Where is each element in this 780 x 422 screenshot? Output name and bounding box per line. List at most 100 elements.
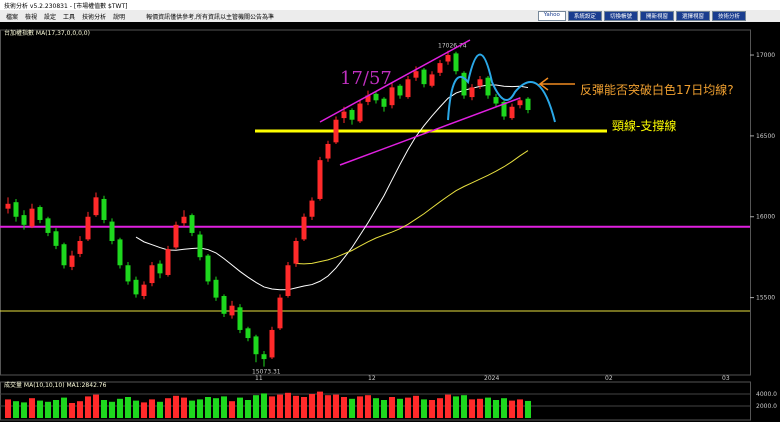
toolbar-button[interactable]: Yahoo [537, 11, 566, 21]
candle-body [317, 160, 323, 199]
channel-line [339, 97, 521, 166]
candle-body [133, 279, 139, 295]
annotation: 17/57 [340, 68, 392, 89]
volume-bar [293, 395, 299, 418]
candle-body [93, 197, 99, 216]
candle-body [53, 231, 59, 246]
toolbar-button[interactable]: 切換帳號 [603, 11, 638, 21]
candle-body [245, 328, 251, 339]
volume-bar [341, 397, 347, 418]
toolbar-button[interactable]: 選擇視窗 [675, 11, 710, 21]
candle-body [229, 305, 235, 316]
volume-bar [141, 402, 147, 418]
volume-bar [61, 397, 67, 418]
high-label: 17026.74 [438, 43, 467, 50]
volume-bar [277, 394, 283, 418]
annotation: 反彈能否突破白色17日均線? [580, 82, 734, 97]
candle-body [373, 93, 379, 101]
y-tick-label: 16000 [756, 214, 775, 221]
volume-bar [501, 398, 507, 418]
candle-body [509, 106, 515, 119]
candle-body [445, 55, 451, 62]
volume-bar [93, 394, 99, 418]
channel-line [319, 39, 471, 123]
menu-item[interactable]: 檔案 [6, 13, 19, 21]
volume-bar [389, 397, 395, 418]
candle-body [85, 216, 91, 240]
volume-bar [413, 395, 419, 418]
volume-bar [5, 399, 11, 418]
candle-body [77, 241, 83, 254]
toolbar-button[interactable]: 系統設定 [567, 11, 602, 21]
toolbar-button[interactable]: 開新視窗 [639, 11, 674, 21]
menu-item[interactable]: 工具 [63, 13, 76, 21]
volume-bar [189, 400, 195, 418]
volume-header: 成交量 MA(10,10,10) MA1:2842.76 [4, 381, 107, 389]
volume-bar [421, 399, 427, 418]
menu-item[interactable]: 技術分析 [82, 13, 107, 21]
arrow [537, 77, 575, 91]
volume-bar [21, 402, 27, 418]
toolbar-button[interactable]: 技術分析 [711, 11, 746, 21]
volume-bar [133, 400, 139, 418]
volume-bar [309, 394, 315, 418]
candle-body [293, 241, 299, 264]
candle-body [213, 279, 219, 298]
volume-bar [181, 397, 187, 418]
candle-body [261, 354, 267, 360]
x-tick-label: 11 [255, 375, 263, 382]
chart-header: 台加權指數 MA(17,37,0,0,0,0) [4, 29, 90, 37]
candle-body [13, 202, 19, 217]
candle-body [117, 239, 123, 266]
volume-bar [229, 401, 235, 418]
volume-bar [13, 401, 19, 418]
volume-bar [253, 395, 259, 418]
toolbar: Yahoo 系統設定 切換帳號 開新視窗 選擇視窗 技術分析 [537, 11, 780, 21]
volume-bar [349, 398, 355, 418]
volume-bar [357, 396, 363, 418]
candle-body [285, 265, 291, 296]
low-label: 15073.31 [252, 369, 281, 376]
volume-bar [77, 401, 83, 418]
x-tick-label: 03 [722, 375, 730, 382]
candle-body [5, 203, 11, 209]
volume-bar [525, 400, 531, 418]
candle-body [309, 200, 315, 217]
candle-body [461, 72, 467, 96]
volume-bar [325, 395, 331, 418]
volume-bar [445, 394, 451, 418]
volume-bar [381, 400, 387, 418]
menu-item[interactable]: 說明 [113, 13, 126, 21]
title-bar: 技術分析 v5.2.230831 - [市場權值數 $TWT] [0, 0, 780, 10]
volume-bar [509, 400, 515, 418]
candle-body [237, 307, 243, 330]
candle-body [277, 297, 283, 329]
x-tick-label: 02 [605, 375, 613, 382]
candle-body [389, 87, 395, 106]
volume-bar [285, 392, 291, 418]
volume-bar [261, 393, 267, 418]
volume-bar [37, 400, 43, 418]
volume-bar [117, 398, 123, 418]
volume-bar [101, 400, 107, 418]
volume-bar [205, 397, 211, 418]
candle-body [61, 244, 67, 266]
candle-body [349, 110, 355, 120]
menu-item[interactable]: 檢視 [25, 13, 38, 21]
menu-item[interactable]: 設定 [44, 13, 57, 21]
volume-bar [213, 398, 219, 418]
candle-body [189, 215, 195, 233]
candle-body [197, 234, 203, 258]
volume-bar [69, 403, 75, 418]
candle-body [493, 97, 499, 104]
volume-bar [405, 397, 411, 418]
candle-body [397, 85, 403, 96]
y-tick-label: 2000.0 [756, 403, 777, 410]
candle-body [429, 74, 435, 86]
annotation: 頸線-支撐線 [612, 118, 676, 133]
volume-bar [53, 400, 59, 418]
volume-bar [85, 396, 91, 418]
candle-body [141, 284, 147, 296]
volume-bar [125, 397, 131, 418]
candle-body [109, 221, 115, 242]
